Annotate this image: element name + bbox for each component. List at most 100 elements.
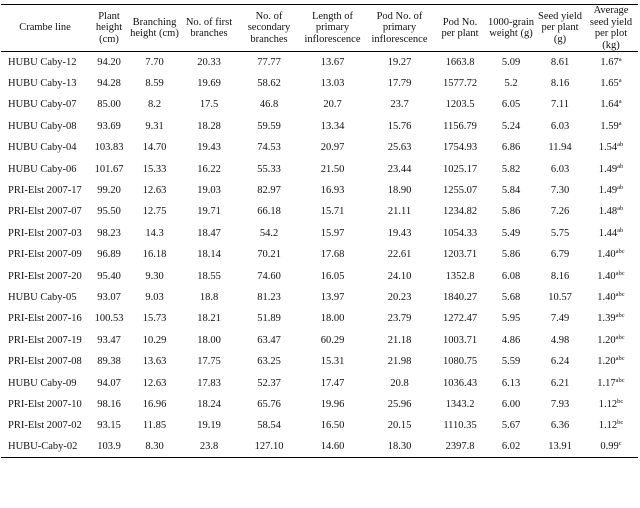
value-cell: 14.60 [300,436,365,459]
value-cell: 63.25 [257,356,281,368]
value-cell: 81.23 [257,291,281,303]
value-cell: 12.63 [142,185,167,197]
table-row: HUBU Caby-06 101.67 15.33 16.22 55.33 21.50 23… [1,158,638,179]
header-cell: Crambe line [1,4,89,52]
value-cell: 5.75 [550,227,570,239]
value-cell: 6.24 [550,356,570,368]
average-yield-value: 1.44 [598,227,618,239]
value-cell: 25.96 [387,398,412,410]
significance-letter: abc [615,269,625,277]
value-cell: 58.62 [257,78,281,90]
value-cell: 7.11 [551,99,569,111]
value-cell: 1754.93 [442,142,478,154]
value-cell: 93.47 [97,334,121,346]
value-cell: 5.82 [501,163,521,175]
significance-letter: ab [617,184,624,192]
crambe-line-cell: HUBU Caby-06 [8,163,77,175]
average-yield-cell: 1.67a [584,52,638,73]
average-yield-value: 1.39 [597,313,616,325]
significance-letter: ab [617,226,624,234]
value-cell: 21.98 [387,356,412,368]
value-cell: 8.30 [129,436,180,459]
value-cell: 19.03 [197,185,221,197]
value-cell: 7.49 [550,313,570,325]
value-cell: 15.71 [320,206,345,218]
significance-letter: ab [617,205,624,213]
value-cell: 2397.8 [434,436,486,459]
value-cell: 23.7 [390,99,409,111]
crambe-line-cell: PRI-Elst 2007-02 [8,420,82,432]
value-cell: 14.70 [142,142,167,154]
significance-letter: bc [617,397,624,405]
value-cell: 16.22 [197,163,221,175]
value-cell: 18.30 [365,436,434,459]
crambe-yield-table: Crambe line Plant height (cm) Branching … [1,4,638,459]
value-cell: 6.86 [501,142,521,154]
average-yield-value: 1.65 [600,78,619,90]
value-cell: 18.55 [197,270,221,282]
average-yield-cell: 1.44ab [584,223,638,244]
value-cell: 21.50 [320,163,345,175]
value-cell: 9.03 [145,291,164,303]
value-cell: 19.71 [197,206,221,218]
average-yield-value: 1.40 [597,291,616,303]
value-cell: 6.00 [501,398,521,410]
crambe-line-cell: HUBU Caby-12 [8,56,77,68]
value-cell: 95.50 [97,206,121,218]
value-cell: 65.76 [257,398,281,410]
value-cell: 23.8 [180,436,238,459]
value-cell: 1003.71 [442,334,478,346]
value-cell: 55.33 [257,163,281,175]
value-cell: 18.8 [199,291,219,303]
average-yield-cell: 1.40abc [584,265,638,286]
average-yield-value: 1.49 [598,185,618,197]
value-cell: 16.05 [320,270,345,282]
crambe-line-cell: PRI-Elst 2007-17 [8,185,82,197]
value-cell: 18.24 [197,398,221,410]
average-yield-value: 1.54 [598,142,618,154]
average-yield-value: 1.40 [597,270,616,282]
average-yield-cell: 1.39abc [584,308,638,329]
value-cell: 59.59 [257,120,281,132]
value-cell: 1343.2 [445,398,475,410]
value-cell: 19.69 [197,78,221,90]
value-cell: 1352.8 [445,270,475,282]
value-cell: 89.38 [97,356,121,368]
average-yield-cell: 1.59a [584,116,638,137]
average-yield-value: 1.40 [597,249,616,261]
value-cell: 13.03 [320,78,345,90]
significance-letter: abc [615,355,625,363]
value-cell: 8.16 [550,270,570,282]
crambe-line-cell: PRI-Elst 2007-10 [8,398,82,410]
significance-letter: c [618,440,622,448]
value-cell: 6.03 [550,120,570,132]
value-cell: 51.89 [257,313,281,325]
value-cell: 6.36 [550,420,570,432]
table-row: HUBU Caby-07 85.00 8.2 17.5 46.8 20.7 23.7 1203… [1,94,638,115]
value-cell: 21.11 [387,206,412,218]
table-row: HUBU-Caby-02 103.9 8.30 23.8 127.10 14.60 18.3… [1,436,638,459]
significance-letter: a [618,55,622,63]
header-cell: Pod No. per plant [434,4,486,52]
value-cell: 13.34 [320,120,345,132]
value-cell: 16.50 [320,420,345,432]
value-cell: 63.47 [257,334,281,346]
value-cell: 82.97 [257,185,281,197]
significance-letter: abc [615,290,625,298]
average-yield-value: 1.12 [598,398,618,410]
value-cell: 18.21 [197,313,221,325]
value-cell: 6.05 [501,99,521,111]
table-row: HUBU Caby-04 103.83 14.70 19.43 74.53 20.97 25… [1,137,638,158]
value-cell: 17.47 [320,377,345,389]
average-yield-value: 1.59 [600,120,619,132]
value-cell: 19.27 [387,56,412,68]
value-cell: 9.31 [145,120,164,132]
value-cell: 1203.71 [442,249,478,261]
value-cell: 5.2 [504,78,518,90]
crambe-line-cell: PRI-Elst 2007-09 [8,249,82,261]
value-cell: 17.83 [197,377,221,389]
value-cell: 5.86 [501,249,521,261]
crambe-line-cell: PRI-Elst 2007-03 [8,227,82,239]
value-cell: 17.75 [197,356,221,368]
